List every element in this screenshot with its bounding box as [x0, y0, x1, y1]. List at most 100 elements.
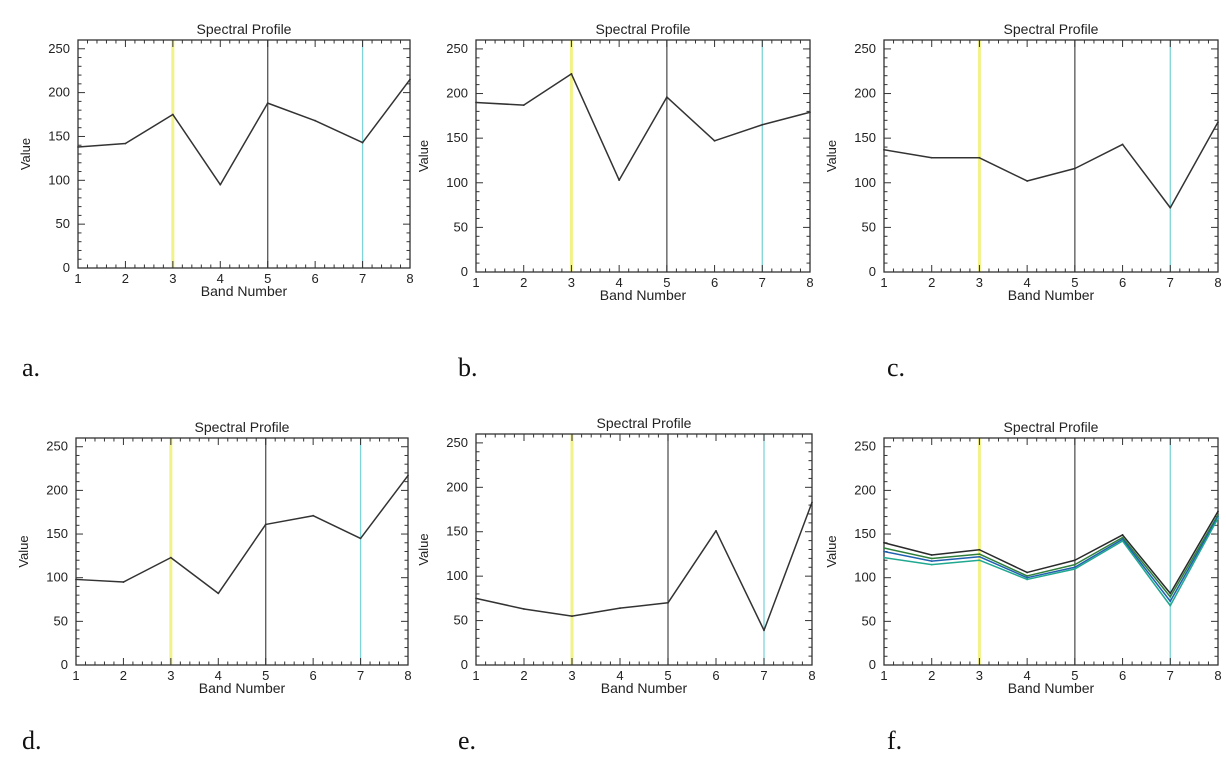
chart-panel-d: 0 50 100 150 200 250 1 2 3 4 5 6 7 8 Spectral Profile B… [16, 419, 412, 696]
chart-title: Spectral Profile [197, 21, 292, 37]
series-line-1 [475, 502, 813, 632]
chart-panel-a: 0 50 100 150 200 250 1 2 3 4 5 6 7 8 Spectral Profile B… [18, 21, 414, 299]
plot-frame [75, 437, 409, 666]
data-point [930, 563, 933, 566]
y-axis-label: Value [824, 535, 839, 567]
y-tick-label: 250 [46, 439, 68, 454]
y-tick-label: 250 [48, 41, 70, 56]
data-point [264, 523, 267, 526]
data-point [1026, 571, 1029, 574]
data-point [312, 514, 315, 517]
data-point [1169, 592, 1172, 595]
data-point [1121, 534, 1124, 536]
series-line-3 [883, 516, 1219, 603]
data-point [883, 547, 885, 549]
data-point [522, 104, 525, 107]
x-tick-label: 8 [1214, 668, 1221, 683]
x-tick-label: 5 [264, 271, 271, 286]
y-tick-label: 100 [854, 570, 876, 585]
x-axis-label: Band Number [1008, 287, 1095, 303]
y-tick-label: 250 [854, 439, 876, 454]
y-tick-label: 200 [48, 85, 70, 100]
data-point [1073, 167, 1076, 170]
y-tick-label: 100 [48, 172, 70, 187]
data-point [713, 139, 716, 142]
y-tick-label: 50 [54, 613, 68, 628]
x-tick-label: 3 [568, 668, 575, 683]
data-point [1169, 596, 1172, 598]
x-tick-label: 6 [1119, 668, 1126, 683]
data-point [571, 615, 573, 618]
series-line-1 [75, 475, 409, 595]
x-tick-label: 8 [406, 271, 413, 286]
data-point [1026, 578, 1029, 581]
series-line-2 [883, 514, 1219, 598]
y-tick-label: 100 [446, 568, 468, 583]
y-tick-label: 0 [869, 264, 876, 279]
data-point [715, 529, 717, 532]
x-tick-label: 4 [1024, 275, 1031, 290]
y-axis-label: Value [18, 138, 33, 170]
x-tick-label: 3 [976, 668, 983, 683]
x-axis-label: Band Number [1008, 680, 1095, 696]
x-tick-label: 5 [664, 668, 671, 683]
x-tick-label: 2 [928, 668, 935, 683]
data-point [475, 101, 477, 104]
data-point [169, 556, 172, 559]
x-tick-label: 1 [880, 668, 887, 683]
data-point [1121, 540, 1124, 542]
data-point [217, 592, 220, 595]
series-line-1 [883, 121, 1219, 209]
x-tick-label: 6 [712, 668, 719, 683]
y-tick-label: 0 [63, 260, 70, 275]
data-point [171, 113, 174, 116]
y-tick-label: 100 [46, 570, 68, 585]
x-tick-label: 5 [262, 668, 269, 683]
y-tick-label: 50 [454, 219, 468, 234]
y-tick-label: 0 [61, 657, 68, 672]
data-point [978, 548, 981, 551]
data-point [75, 578, 77, 581]
plot-frame [883, 437, 1219, 666]
data-point [1169, 206, 1172, 209]
x-axis-label: Band Number [199, 680, 286, 696]
data-point [883, 550, 885, 553]
data-point [883, 541, 885, 544]
y-tick-label: 0 [869, 657, 876, 672]
data-point [409, 78, 411, 81]
data-point [618, 179, 621, 181]
data-point [761, 123, 764, 126]
data-point [124, 142, 127, 145]
data-point [619, 607, 621, 610]
x-tick-label: 5 [1071, 275, 1078, 290]
y-tick-label: 150 [446, 130, 468, 145]
plot-frame [475, 39, 811, 273]
data-point [1217, 121, 1219, 123]
x-tick-label: 4 [616, 275, 623, 290]
chart-title: Spectral Profile [597, 415, 692, 431]
data-point [361, 141, 364, 144]
x-tick-label: 4 [217, 271, 224, 286]
data-point [77, 146, 79, 148]
data-point [1169, 600, 1172, 603]
x-tick-label: 8 [1214, 275, 1221, 290]
chart-panel-b: 0 50 100 150 200 250 1 2 3 4 5 6 7 8 Spectral Profile B… [416, 21, 814, 303]
series-line-1 [77, 79, 411, 186]
panel-label-f: f. [887, 726, 903, 755]
x-tick-label: 2 [520, 668, 527, 683]
data-point [978, 156, 981, 159]
series-line-1 [475, 73, 811, 181]
panel-label-b: b. [458, 353, 478, 382]
panel-label-c: c. [887, 353, 906, 382]
x-tick-label: 4 [1024, 668, 1031, 683]
y-axis-label: Value [16, 535, 31, 567]
panel-label-a: a. [22, 353, 41, 382]
x-tick-label: 5 [1071, 668, 1078, 683]
y-tick-label: 50 [862, 219, 876, 234]
x-tick-label: 2 [928, 275, 935, 290]
data-point [570, 73, 573, 75]
x-tick-label: 7 [1167, 275, 1174, 290]
y-axis-label: Value [416, 533, 431, 565]
